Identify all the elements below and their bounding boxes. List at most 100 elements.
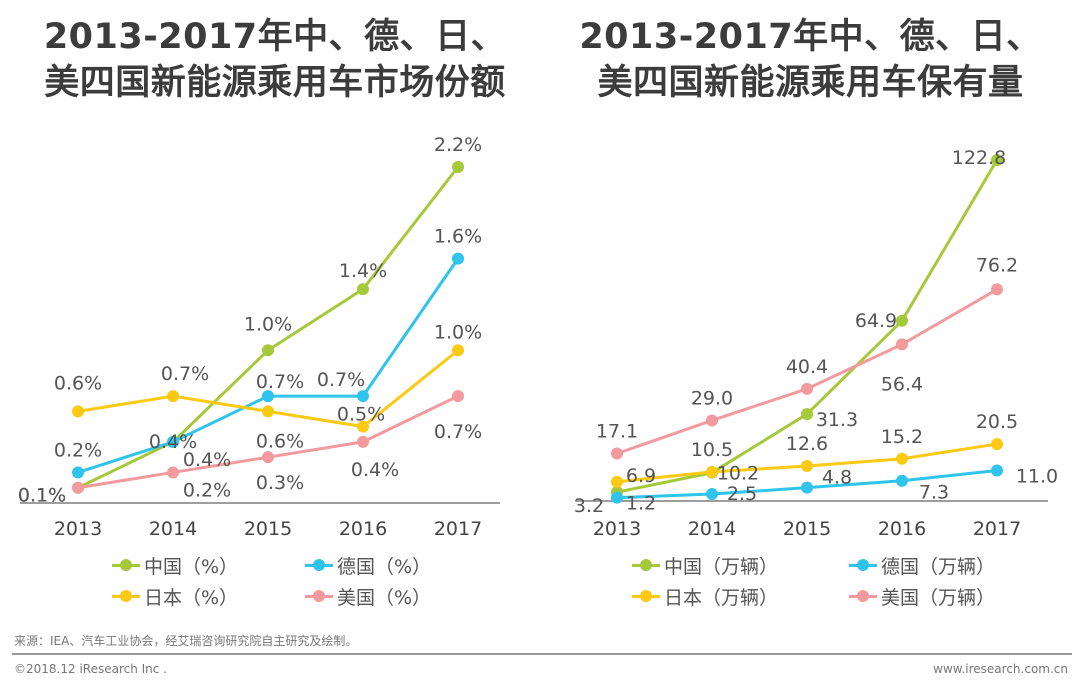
legend-marker-icon — [305, 590, 333, 602]
data-point — [262, 451, 274, 464]
data-point — [262, 344, 274, 357]
legend-marker-icon — [632, 559, 660, 571]
data-label: 0.7% — [161, 363, 209, 385]
data-label: 17.1 — [596, 421, 638, 443]
data-label: 0.1% — [18, 485, 66, 507]
x-tick-label: 2015 — [244, 518, 292, 540]
legend-label: 中国（%） — [144, 556, 239, 578]
data-point — [991, 438, 1003, 451]
legend-marker-icon — [112, 590, 140, 602]
legend-item: 中国（%） — [112, 552, 238, 579]
data-point — [801, 382, 813, 395]
copyright: ©2018.12 iResearch Inc . — [14, 662, 167, 676]
data-label: 31.3 — [816, 409, 858, 431]
data-label: 1.0% — [434, 321, 482, 343]
data-label: 29.0 — [691, 387, 733, 409]
x-tick-label: 2016 — [878, 518, 926, 540]
legend-marker-icon — [632, 590, 660, 602]
source-note: 来源：IEA、汽车工业协会，经艾瑞咨询研究院自主研究及绘制。 — [14, 634, 358, 648]
data-point — [801, 408, 813, 421]
data-point — [262, 390, 274, 403]
legend-marker-icon — [305, 559, 333, 571]
x-tick-label: 2013 — [593, 518, 641, 540]
data-point — [357, 435, 369, 448]
legend-item: 日本（%） — [112, 583, 238, 610]
data-point — [991, 283, 1003, 296]
data-label: 1.6% — [434, 226, 482, 248]
data-point — [706, 465, 718, 478]
data-label: 11.0 — [1016, 465, 1058, 487]
data-label: 1.2 — [626, 493, 656, 515]
website-link[interactable]: www.iresearch.com.cn — [933, 662, 1068, 676]
legend-label: 德国（万辆） — [881, 556, 996, 578]
data-label: 0.5% — [337, 404, 385, 426]
data-label: 64.9 — [855, 310, 897, 332]
legend-item: 德国（万辆） — [849, 552, 995, 579]
data-point — [452, 252, 464, 265]
data-label: 1.4% — [339, 260, 387, 282]
legend-label: 美国（万辆） — [881, 587, 996, 609]
data-point — [357, 283, 369, 296]
data-label: 0.6% — [256, 430, 304, 452]
data-label: 76.2 — [976, 254, 1018, 276]
title-line-2: 美四国新能源乘用车保有量 — [597, 63, 1024, 103]
data-label: 0.1% — [18, 485, 66, 507]
x-tick-label: 2016 — [339, 518, 387, 540]
data-label: 10.5 — [691, 439, 733, 461]
data-label: 0.7% — [434, 421, 482, 443]
title-line-2: 美四国新能源乘用车市场份额 — [44, 63, 506, 103]
data-label: 0.7% — [256, 371, 304, 393]
data-label: 3.2 — [574, 495, 604, 517]
data-label: 0.2% — [183, 479, 231, 501]
data-label: 10.2 — [717, 463, 759, 485]
x-tick-label: 2014 — [149, 518, 197, 540]
legend-marker-icon — [849, 559, 877, 571]
chart-title-ownership: 2013-2017年中、德、日、 美四国新能源乘用车保有量 — [548, 14, 1073, 106]
data-point — [452, 344, 464, 357]
data-point — [357, 420, 369, 433]
data-point — [611, 475, 623, 488]
legend-label: 美国（%） — [337, 587, 432, 609]
data-point — [896, 452, 908, 465]
data-point — [167, 390, 179, 403]
data-point — [991, 464, 1003, 477]
data-point — [167, 435, 179, 448]
legend-label: 德国（%） — [337, 556, 432, 578]
data-label: 2.5 — [727, 483, 757, 505]
data-point — [896, 474, 908, 487]
data-point — [706, 488, 718, 501]
data-label: 15.2 — [881, 426, 923, 448]
data-point — [801, 460, 813, 473]
data-point — [706, 414, 718, 427]
data-label: 2.2% — [434, 134, 482, 156]
data-point — [72, 481, 84, 494]
data-point — [611, 491, 623, 504]
data-point — [452, 161, 464, 173]
title-line-1: 2013-2017年中、德、日、 — [579, 17, 1042, 57]
legend-item: 美国（%） — [305, 583, 431, 610]
data-point — [72, 466, 84, 479]
data-label: 12.6 — [786, 433, 828, 455]
data-label: 7.3 — [919, 482, 949, 504]
x-tick-label: 2017 — [973, 518, 1021, 540]
data-label: 0.4% — [149, 431, 197, 453]
data-label: 0.6% — [54, 372, 102, 394]
legend-item: 德国（%） — [305, 552, 431, 579]
data-label: 20.5 — [976, 411, 1018, 433]
x-tick-label: 2014 — [688, 518, 736, 540]
legend-marker-icon — [112, 559, 140, 571]
legend-item: 美国（万辆） — [849, 583, 995, 610]
data-point — [801, 481, 813, 494]
data-point — [357, 390, 369, 403]
data-point — [262, 405, 274, 418]
data-label: 4.8 — [822, 467, 852, 489]
data-label: 122.8 — [952, 147, 1006, 169]
data-point — [896, 338, 908, 351]
x-tick-label: 2013 — [54, 518, 102, 540]
data-point — [167, 466, 179, 479]
data-point — [72, 405, 84, 418]
legend-label: 日本（万辆） — [664, 587, 779, 609]
x-tick-label: 2017 — [434, 518, 482, 540]
title-line-1: 2013-2017年中、德、日、 — [43, 17, 507, 57]
